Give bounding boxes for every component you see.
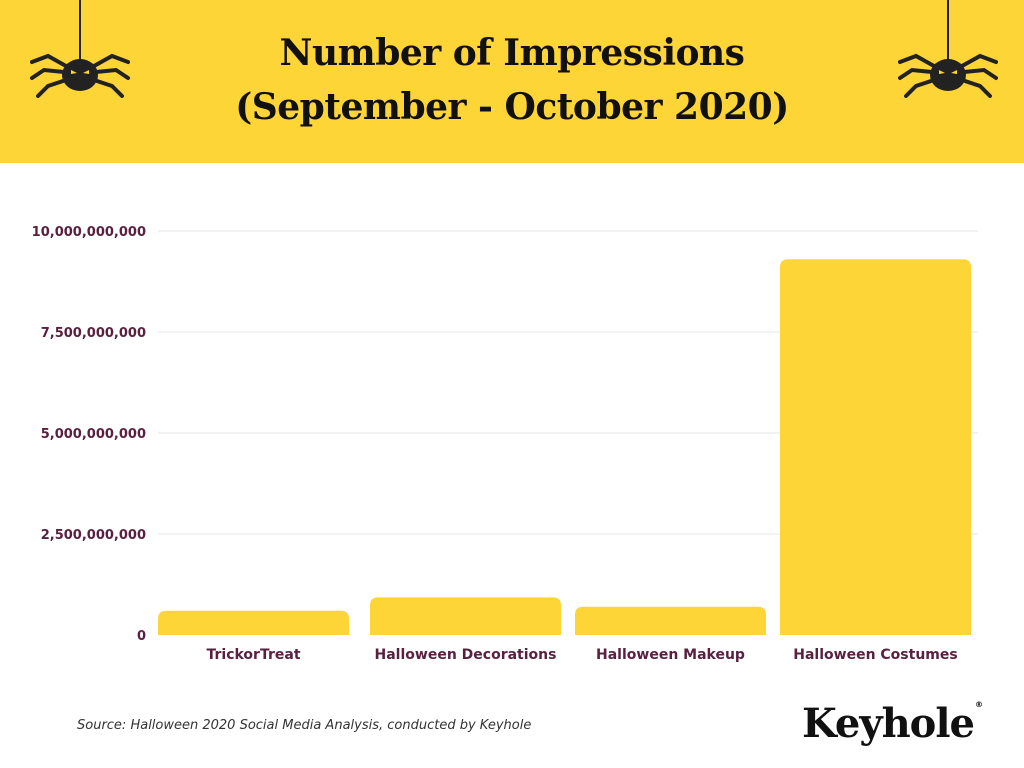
x-tick-label: Halloween Decorations bbox=[375, 647, 557, 663]
x-tick-label: TrickorTreat bbox=[206, 647, 300, 663]
y-tick-label: 0 bbox=[137, 629, 146, 644]
x-tick-label: Halloween Costumes bbox=[793, 647, 957, 663]
brand-name: Keyhole bbox=[802, 700, 975, 747]
bars bbox=[158, 259, 971, 635]
y-tick-label: 7,500,000,000 bbox=[41, 326, 146, 341]
header-banner: Number of Impressions (September - Octob… bbox=[0, 0, 1024, 163]
bar-chart: 0 2,500,000,000 5,000,000,000 7,500,000,000… bbox=[32, 225, 978, 663]
registered-mark: ® bbox=[974, 700, 983, 709]
bar bbox=[780, 259, 971, 635]
spider-icon bbox=[898, 0, 998, 98]
y-tick-label: 5,000,000,000 bbox=[41, 427, 146, 442]
x-tick-label: Halloween Makeup bbox=[596, 647, 745, 663]
y-axis-tick-labels: 0 2,500,000,000 5,000,000,000 7,500,000,000… bbox=[32, 225, 146, 644]
source-note: Source: Halloween 2020 Social Media Anal… bbox=[77, 718, 532, 733]
x-axis-tick-labels: TrickorTreat Halloween Decorations Hallowe… bbox=[206, 647, 957, 663]
keyhole-logo: Keyhole® bbox=[802, 700, 983, 747]
spider-icon bbox=[30, 0, 130, 98]
bar bbox=[575, 606, 766, 635]
bar bbox=[370, 597, 561, 635]
title-line-2: (September - October 2020) bbox=[235, 86, 789, 128]
y-tick-label: 10,000,000,000 bbox=[32, 225, 146, 240]
title-line-1: Number of Impressions bbox=[279, 32, 745, 74]
y-tick-label: 2,500,000,000 bbox=[41, 528, 146, 543]
bar bbox=[158, 610, 349, 635]
chart-title: Number of Impressions (September - Octob… bbox=[0, 26, 1024, 134]
